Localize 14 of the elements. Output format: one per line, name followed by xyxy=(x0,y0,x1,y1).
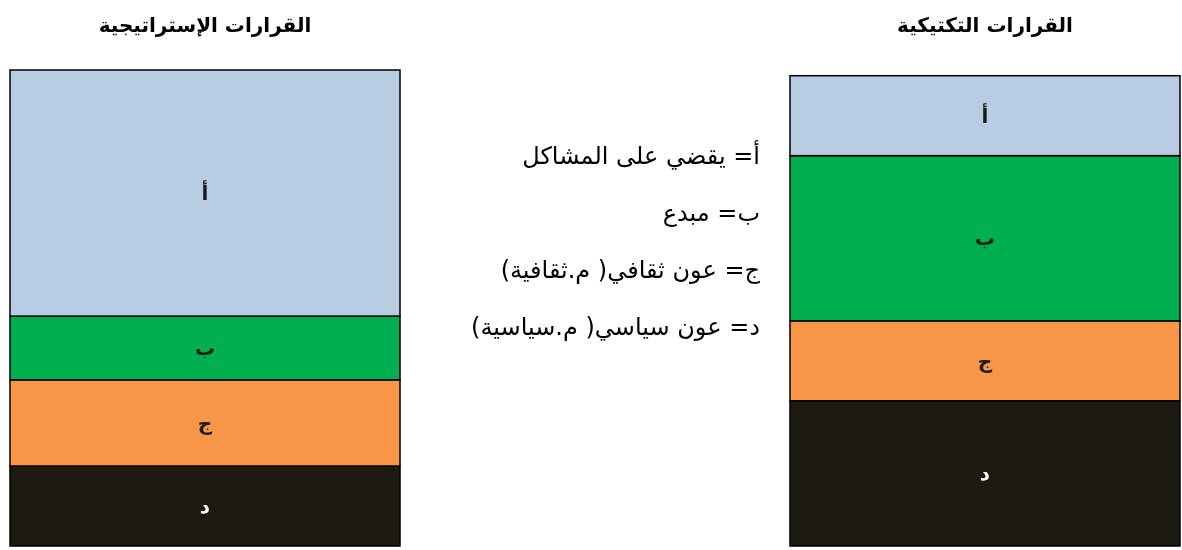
series-label: أ xyxy=(981,101,989,128)
series-label: ب xyxy=(194,335,216,360)
x-tick-label: القرارات التكتيكية xyxy=(897,13,1073,37)
series-label: ج xyxy=(977,348,993,373)
text: ب xyxy=(974,226,996,251)
series-label: د xyxy=(199,494,211,519)
annotation: ب= مبدع xyxy=(662,199,760,227)
text: د xyxy=(979,461,991,486)
annotation: د= عون سياسي( م.سياسية) xyxy=(471,313,760,341)
annotation: أ= يقضي على المشاكل xyxy=(522,140,760,170)
text: أ xyxy=(201,181,209,206)
x-tick-label: القرارات الإستراتيجية xyxy=(98,13,312,37)
text: ج xyxy=(197,410,213,435)
annotation: ج= عون ثقافي( م.ثقافية) xyxy=(500,256,761,284)
